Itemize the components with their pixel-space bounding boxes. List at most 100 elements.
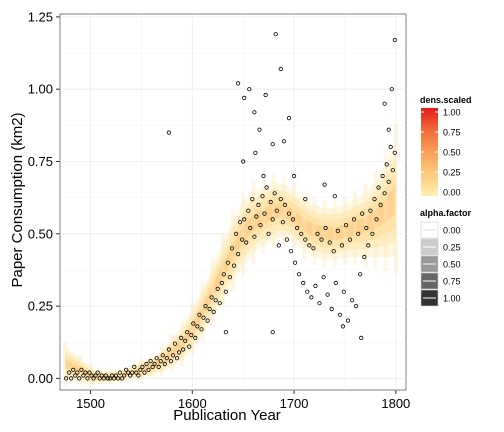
axes: 1500 1600 1700 1800 0.00 0.25 0.50 0.75 1.00 1.25: [28, 9, 411, 411]
data-point: [266, 231, 271, 236]
data-point: [152, 361, 157, 367]
data-point: [71, 367, 76, 372]
data-point: [282, 202, 287, 207]
data-point: [170, 353, 176, 358]
data-point: [207, 306, 212, 312]
data-point: [242, 217, 247, 222]
data-point: [93, 373, 98, 378]
density-band-layer-4: [65, 184, 396, 379]
legend-colorbar-label: 0.25: [443, 168, 461, 178]
data-point: [164, 356, 169, 361]
data-point: [174, 356, 180, 361]
data-point: [386, 127, 391, 132]
data-point: [343, 223, 349, 228]
data-point: [189, 332, 194, 338]
data-point: [89, 373, 94, 378]
data-point: [359, 335, 364, 340]
data-point: [241, 159, 246, 164]
data-point: [223, 330, 228, 335]
data-point: [360, 211, 365, 216]
data-point: [83, 370, 88, 375]
data-point: [67, 370, 72, 375]
x-tick-label: 1600: [178, 396, 207, 411]
data-point: [209, 295, 214, 300]
data-point: [246, 208, 251, 213]
data-point: [263, 92, 268, 98]
data-point: [166, 130, 171, 135]
data-points: [64, 32, 397, 381]
data-point: [356, 231, 361, 236]
data-point: [136, 373, 141, 378]
legend-dens-scaled-title: dens.scaled: [420, 95, 472, 105]
data-point: [215, 286, 220, 291]
density-band: [63, 123, 398, 387]
data-point: [257, 127, 262, 132]
legend-colorbar-label: 0.50: [443, 148, 461, 158]
data-point: [341, 289, 346, 294]
data-point: [333, 280, 338, 286]
data-point: [252, 234, 257, 239]
x-tick-label: 1500: [76, 396, 105, 411]
data-point: [205, 318, 210, 323]
data-point: [274, 208, 279, 213]
data-point: [162, 361, 167, 367]
data-point: [325, 292, 330, 297]
data-point: [349, 298, 355, 303]
legend-alpha-factor: alpha.factor 0.00 0.25 0.50 0.75 1.00: [420, 208, 472, 307]
data-point: [109, 373, 115, 378]
data-point: [290, 217, 296, 222]
data-point: [331, 249, 336, 254]
data-point: [270, 217, 275, 222]
data-point: [372, 197, 377, 202]
data-point: [234, 231, 239, 236]
data-point: [247, 87, 252, 92]
plot-background: [59, 13, 407, 391]
legend-colorbar: [421, 108, 438, 196]
data-point: [201, 315, 206, 320]
data-point: [276, 243, 281, 248]
data-point: [286, 116, 292, 121]
data-point: [319, 237, 324, 242]
data-point: [236, 252, 241, 257]
data-point: [81, 373, 86, 378]
data-point: [323, 225, 328, 231]
data-point: [254, 214, 259, 219]
data-point: [390, 168, 395, 173]
data-point: [268, 199, 273, 205]
data-point: [142, 370, 147, 375]
data-point: [179, 335, 184, 340]
data-point: [138, 367, 143, 372]
data-point: [351, 217, 357, 222]
data-point: [253, 150, 258, 155]
data-point: [199, 327, 204, 332]
data-point: [378, 202, 383, 207]
data-point: [77, 376, 82, 381]
data-point: [264, 185, 269, 190]
y-tick-label: 0.00: [28, 371, 53, 386]
data-point: [339, 243, 344, 248]
data-point: [250, 197, 255, 202]
data-point: [195, 324, 200, 329]
data-point: [260, 194, 265, 199]
data-point: [384, 162, 389, 167]
data-point: [286, 211, 292, 216]
data-point: [197, 312, 202, 317]
data-point: [305, 289, 310, 294]
data-point: [97, 376, 102, 381]
legend-colorbar-label: 0.00: [443, 188, 461, 198]
data-point: [124, 367, 129, 372]
data-point: [181, 347, 186, 352]
data-point: [299, 231, 304, 236]
data-point: [270, 330, 275, 335]
data-point: [217, 301, 222, 306]
data-point: [115, 376, 121, 381]
data-point: [270, 142, 275, 147]
data-point: [191, 321, 196, 326]
data-point: [322, 182, 327, 187]
data-point: [388, 144, 393, 150]
data-point: [364, 225, 369, 231]
legend-alpha-label: 1.00: [443, 294, 461, 304]
data-point: [238, 220, 243, 225]
data-point: [117, 370, 123, 375]
data-point: [358, 272, 363, 277]
